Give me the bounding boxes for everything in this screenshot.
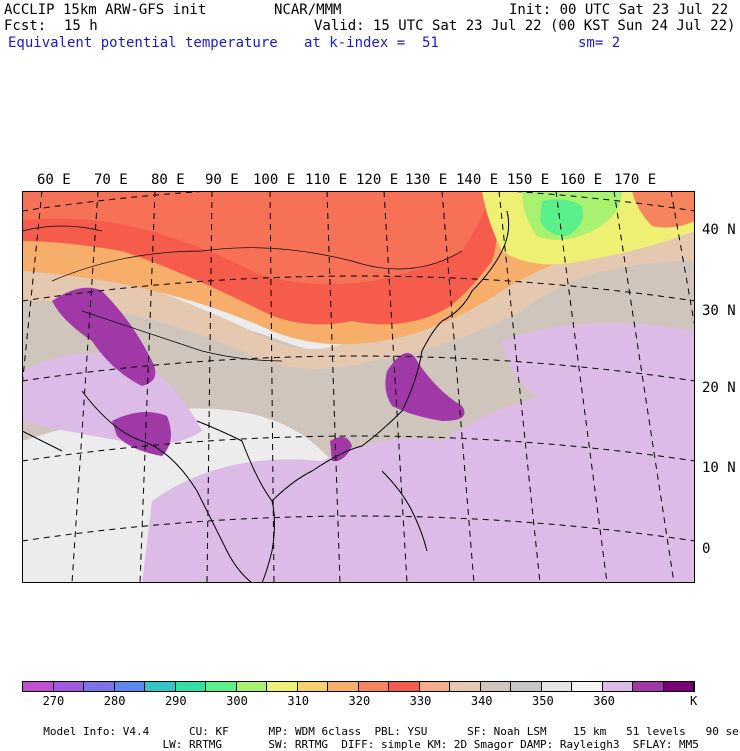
- longitude-label: 110 E: [305, 172, 348, 188]
- longitude-label: 60 E: [37, 172, 71, 188]
- longitude-label: 170 E: [614, 172, 657, 188]
- red-orange-patch: [22, 191, 492, 285]
- colorbar-swatch: [480, 682, 511, 691]
- colorbar: [22, 681, 695, 692]
- colorbar-tick-label: 350: [532, 694, 554, 708]
- organization: NCAR/MMM: [274, 2, 342, 18]
- latitude-label: 10 N: [702, 460, 736, 476]
- colorbar-swatch: [602, 682, 633, 691]
- green-core: [540, 199, 583, 236]
- footer-line1: Model Info: V4.4 CU: KF MP: WDM 6class P…: [43, 725, 740, 738]
- purple-pakistan: [52, 287, 156, 386]
- colorbar-swatch: [175, 682, 206, 691]
- colorbar-swatch: [145, 682, 176, 691]
- grid-lines: [22, 191, 695, 583]
- colorbar-tick-label: 310: [287, 694, 309, 708]
- field-name: Equivalent potential temperature: [8, 35, 278, 51]
- forecast-hour: 15 h: [64, 18, 98, 34]
- theta-e-map: [22, 191, 695, 583]
- footer-line2: LW: RRTMG SW: RRTMG DIFF: simple KM: 2D …: [162, 738, 699, 751]
- colorbar-swatch: [541, 682, 572, 691]
- colorbar-tick-label: 320: [348, 694, 371, 708]
- colorbar-swatch: [633, 682, 664, 691]
- colorbar-swatch: [450, 682, 481, 691]
- colorbar-swatch: [389, 682, 420, 691]
- colorbar-swatch: [267, 682, 298, 691]
- latitude-label: 30 N: [702, 303, 736, 319]
- colorbar-swatch: [419, 682, 450, 691]
- light-purple-pacific: [502, 323, 695, 421]
- smoothing: sm= 2: [578, 35, 621, 51]
- colorbar-swatch: [114, 682, 145, 691]
- colorbar-swatch: [358, 682, 389, 691]
- longitude-label: 160 E: [560, 172, 603, 188]
- forecast-label: Fcst:: [4, 18, 47, 34]
- colorbar-swatch: [236, 682, 267, 691]
- colorbar-swatch: [84, 682, 115, 691]
- colorbar-swatch: [297, 682, 328, 691]
- colorbar-swatch: [663, 682, 694, 691]
- longitude-label: 70 E: [94, 172, 128, 188]
- model-title: ACCLIP 15km ARW-GFS init: [4, 2, 207, 18]
- longitude-label: 90 E: [205, 172, 239, 188]
- latitude-label: 40 N: [702, 222, 736, 238]
- ne-red-patch: [632, 191, 695, 228]
- borders: [22, 225, 463, 362]
- colorbar-swatch: [328, 682, 359, 691]
- light-purple-region: [142, 386, 695, 583]
- colorbar-swatch: [23, 682, 54, 691]
- latitude-label: 0: [702, 541, 711, 557]
- longitude-label: 80 E: [151, 172, 185, 188]
- colorbar-swatch: [511, 682, 542, 691]
- colorbar-swatch: [53, 682, 84, 691]
- colorbar-tick-label: 330: [409, 694, 432, 708]
- longitude-label: 120 E: [356, 172, 399, 188]
- coastlines: [22, 210, 510, 583]
- valid-time: Valid: 15 UTC Sat 23 Jul 22 (00 KST Sun …: [314, 18, 736, 34]
- latitude-label: 20 N: [702, 380, 736, 396]
- colorbar-tick-label: 340: [470, 694, 493, 708]
- colorbar-unit: K: [690, 694, 698, 708]
- colorbar-tick-label: 300: [226, 694, 248, 708]
- colorbar-tick-label: 360: [593, 694, 615, 708]
- longitude-label: 130 E: [405, 172, 448, 188]
- level-index: at k-index = 51: [304, 35, 439, 51]
- longitude-label: 100 E: [253, 172, 296, 188]
- init-time: Init: 00 UTC Sat 23 Jul 22: [509, 2, 729, 18]
- colorbar-swatch: [572, 682, 603, 691]
- longitude-label: 150 E: [507, 172, 550, 188]
- map-border: [22, 191, 695, 583]
- colorbar-tick-label: 270: [42, 694, 65, 708]
- colorbar-swatch: [206, 682, 237, 691]
- colorbar-tick-label: 290: [164, 694, 187, 708]
- longitude-label: 140 E: [456, 172, 499, 188]
- colorbar-tick-label: 280: [103, 694, 126, 708]
